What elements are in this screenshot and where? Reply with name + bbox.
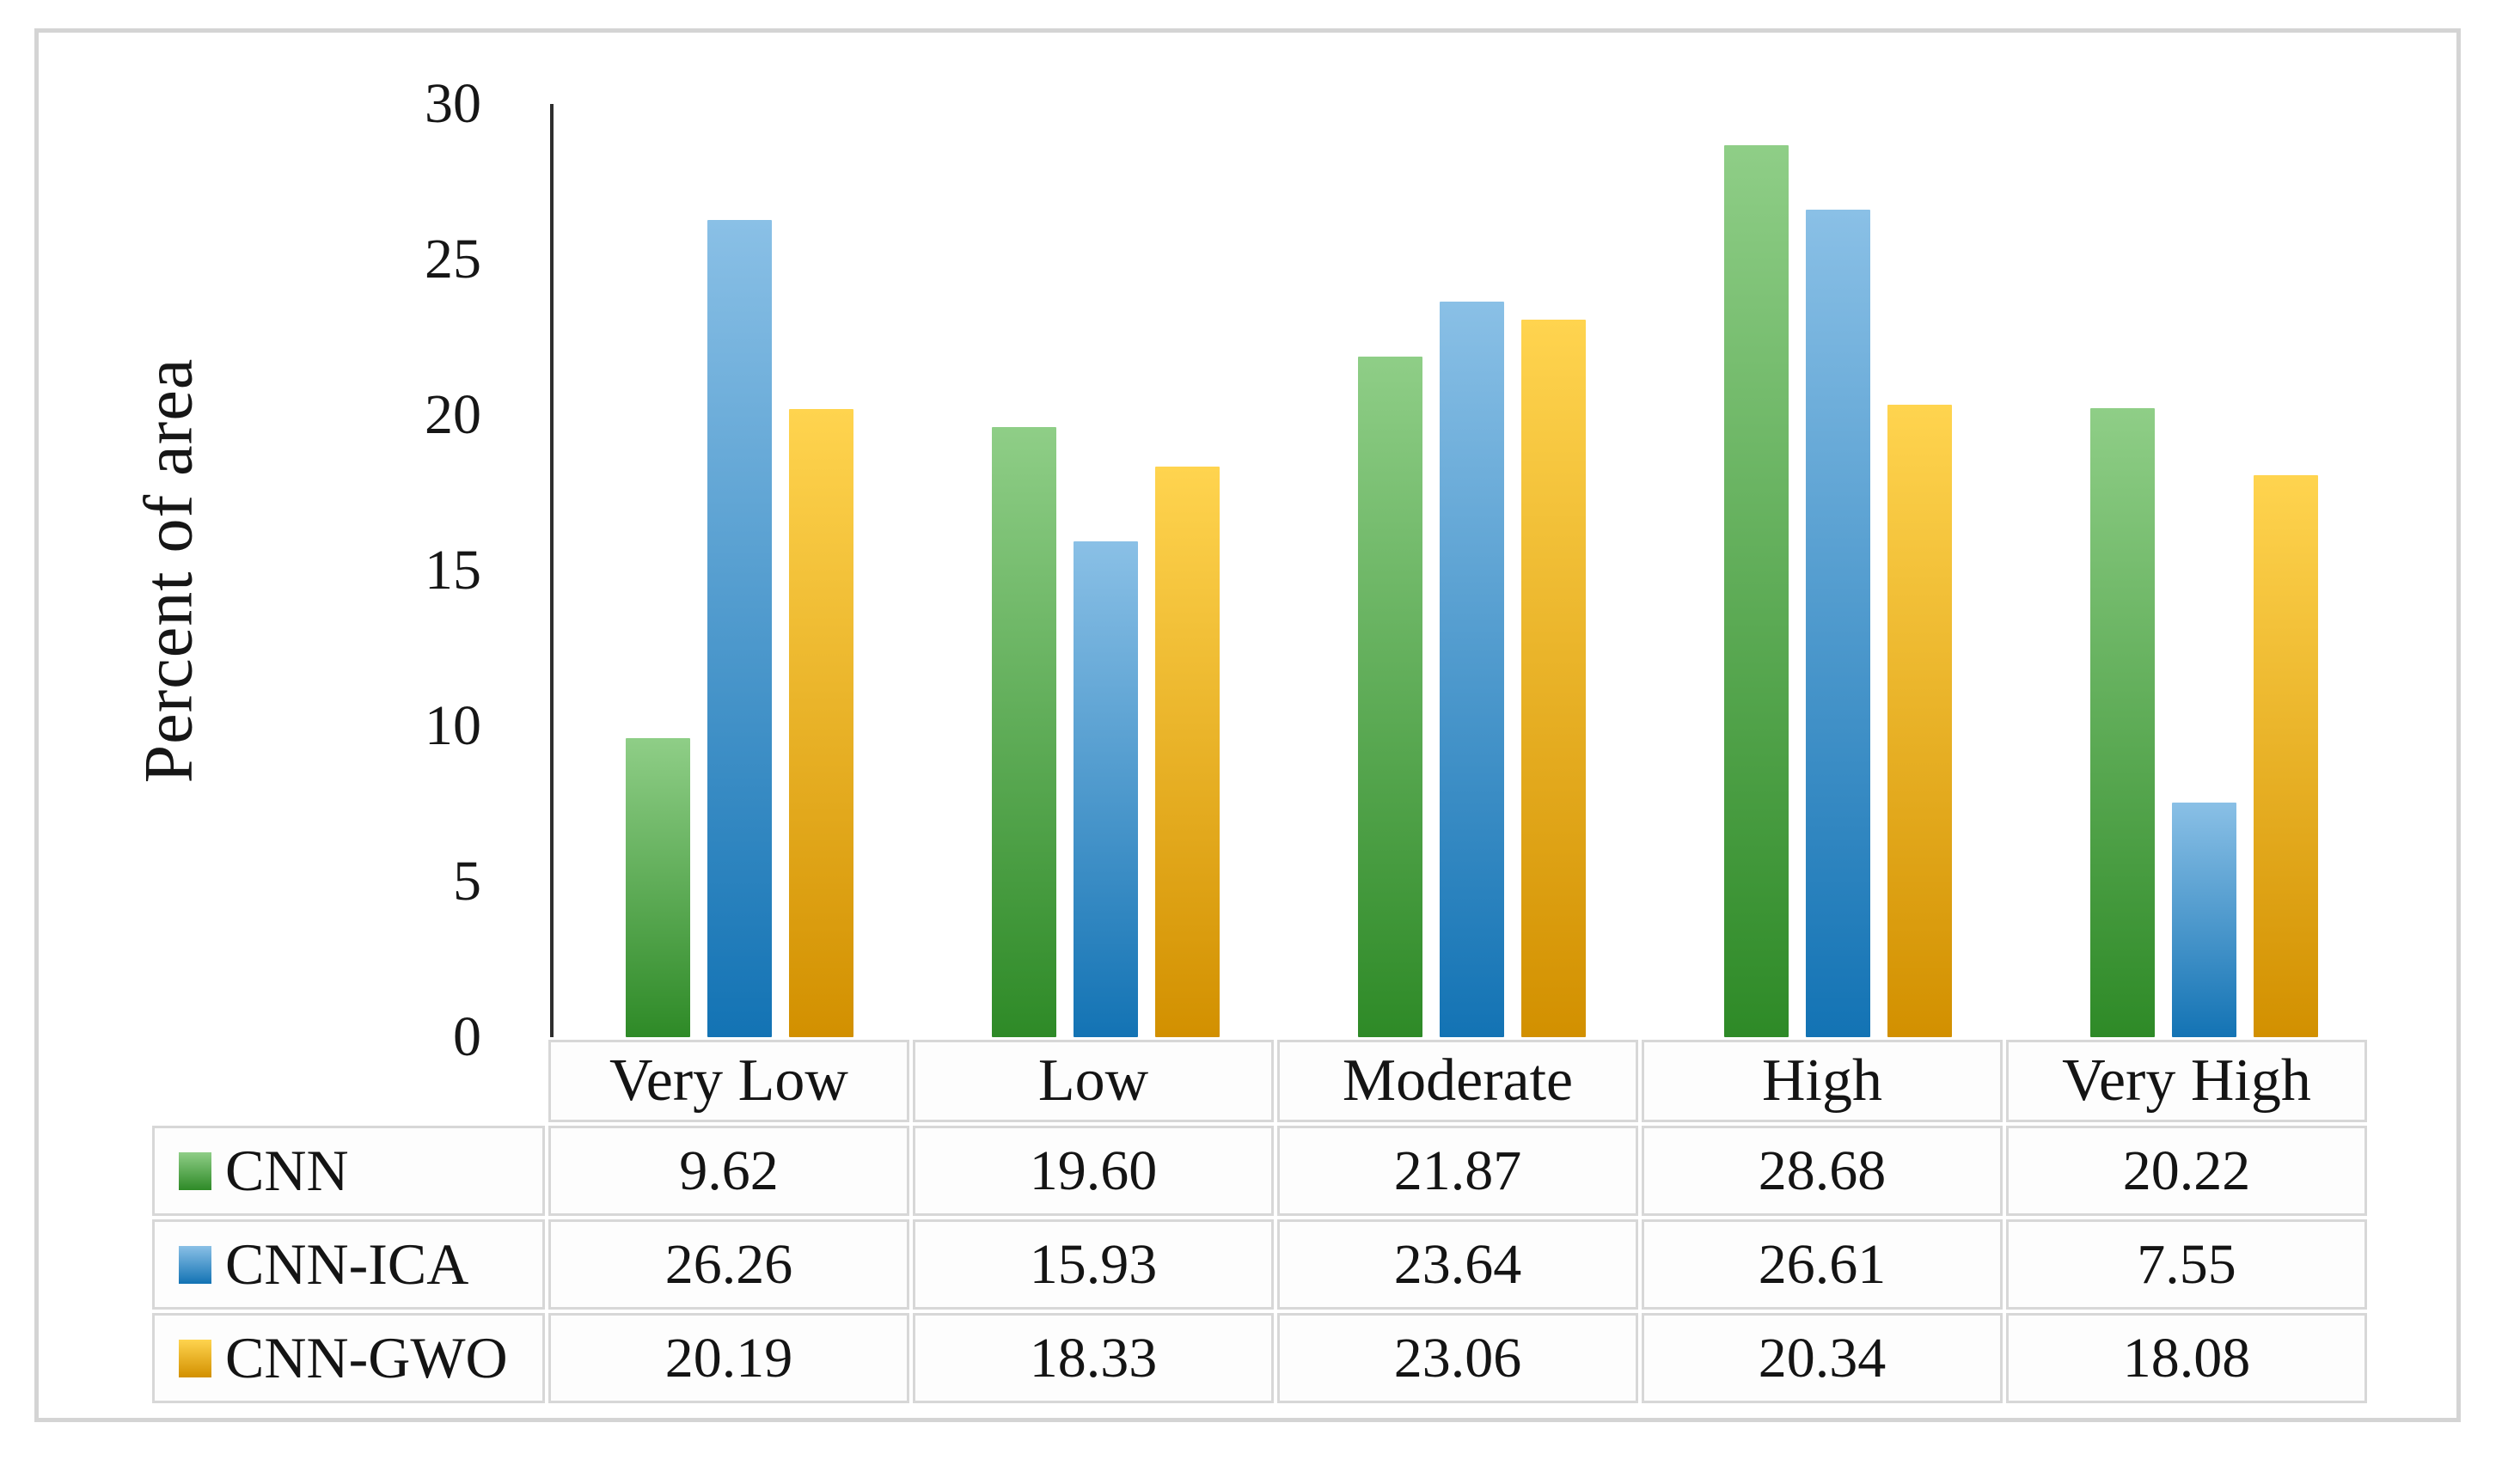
bar-cnn-very-low [626, 738, 690, 1037]
legend-swatch-cnn-ica [179, 1245, 211, 1284]
value-cell-cnn-ica-low: 15.93 [913, 1219, 1274, 1310]
value-cell-cnn-very-low: 9.62 [548, 1126, 909, 1216]
bar-cnn-ica-moderate [1440, 302, 1504, 1037]
series-name-cnn-ica: CNN-ICA [225, 1231, 469, 1297]
value-cell-cnn-ica-moderate: 23.64 [1277, 1219, 1638, 1310]
value-cell-cnn-ica-high: 26.61 [1642, 1219, 2003, 1310]
y-tick-label-10: 10 [425, 694, 481, 757]
bar-cnn-gwo-moderate [1521, 320, 1586, 1037]
bar-cnn-very-high [2090, 408, 2155, 1037]
value-cell-cnn-gwo-high: 20.34 [1642, 1313, 2003, 1403]
value-cell-cnn-ica-very-low: 26.26 [548, 1219, 909, 1310]
legend-cell-cnn-gwo: CNN-GWO [152, 1313, 545, 1403]
value-cell-cnn-gwo-very-high: 18.08 [2006, 1313, 2367, 1403]
bar-cnn-ica-very-high [2172, 803, 2236, 1037]
value-cell-cnn-high: 28.68 [1642, 1126, 2003, 1216]
category-header-low: Low [913, 1040, 1274, 1122]
bar-cnn-low [992, 427, 1056, 1037]
value-cell-cnn-low: 19.60 [913, 1126, 1274, 1216]
plot-area [550, 104, 2384, 1037]
bar-cnn-ica-very-low [707, 220, 772, 1037]
category-header-high: High [1642, 1040, 2003, 1122]
value-cell-cnn-moderate: 21.87 [1277, 1126, 1638, 1216]
table-corner-blank [152, 1040, 545, 1122]
legend-cell-cnn-ica: CNN-ICA [152, 1219, 545, 1310]
y-tick-label-0: 0 [453, 1005, 481, 1068]
value-cell-cnn-gwo-very-low: 20.19 [548, 1313, 909, 1403]
y-tick-label-30: 30 [425, 72, 481, 135]
value-cell-cnn-gwo-low: 18.33 [913, 1313, 1274, 1403]
bar-cnn-moderate [1358, 357, 1422, 1037]
category-header-moderate: Moderate [1277, 1040, 1638, 1122]
legend-swatch-cnn [179, 1151, 211, 1190]
bar-cnn-high [1724, 145, 1789, 1037]
bar-cnn-gwo-high [1887, 405, 1952, 1037]
y-tick-label-15: 15 [425, 539, 481, 602]
y-tick-label-25: 25 [425, 228, 481, 290]
y-axis-title: Percent of area [131, 357, 207, 784]
category-header-very-low: Very Low [548, 1040, 909, 1122]
bar-cnn-ica-high [1806, 210, 1870, 1037]
bar-cnn-gwo-low [1155, 467, 1220, 1037]
value-cell-cnn-gwo-moderate: 23.06 [1277, 1313, 1638, 1403]
value-cell-cnn-very-high: 20.22 [2006, 1126, 2367, 1216]
legend-cell-cnn: CNN [152, 1126, 545, 1216]
value-cell-cnn-ica-very-high: 7.55 [2006, 1219, 2367, 1310]
series-name-cnn-gwo: CNN-GWO [225, 1325, 508, 1390]
bar-cnn-ica-low [1074, 541, 1138, 1037]
bar-cnn-gwo-very-high [2254, 475, 2318, 1037]
bar-cnn-gwo-very-low [789, 409, 853, 1037]
category-header-very-high: Very High [2006, 1040, 2367, 1122]
y-tick-label-5: 5 [453, 850, 481, 913]
chart-data-table: Very Low Low Moderate High Very High CNN 9.62 1… [152, 1040, 2367, 1403]
y-tick-label-20: 20 [425, 383, 481, 446]
legend-swatch-cnn-gwo [179, 1339, 211, 1377]
series-name-cnn: CNN [225, 1138, 349, 1203]
